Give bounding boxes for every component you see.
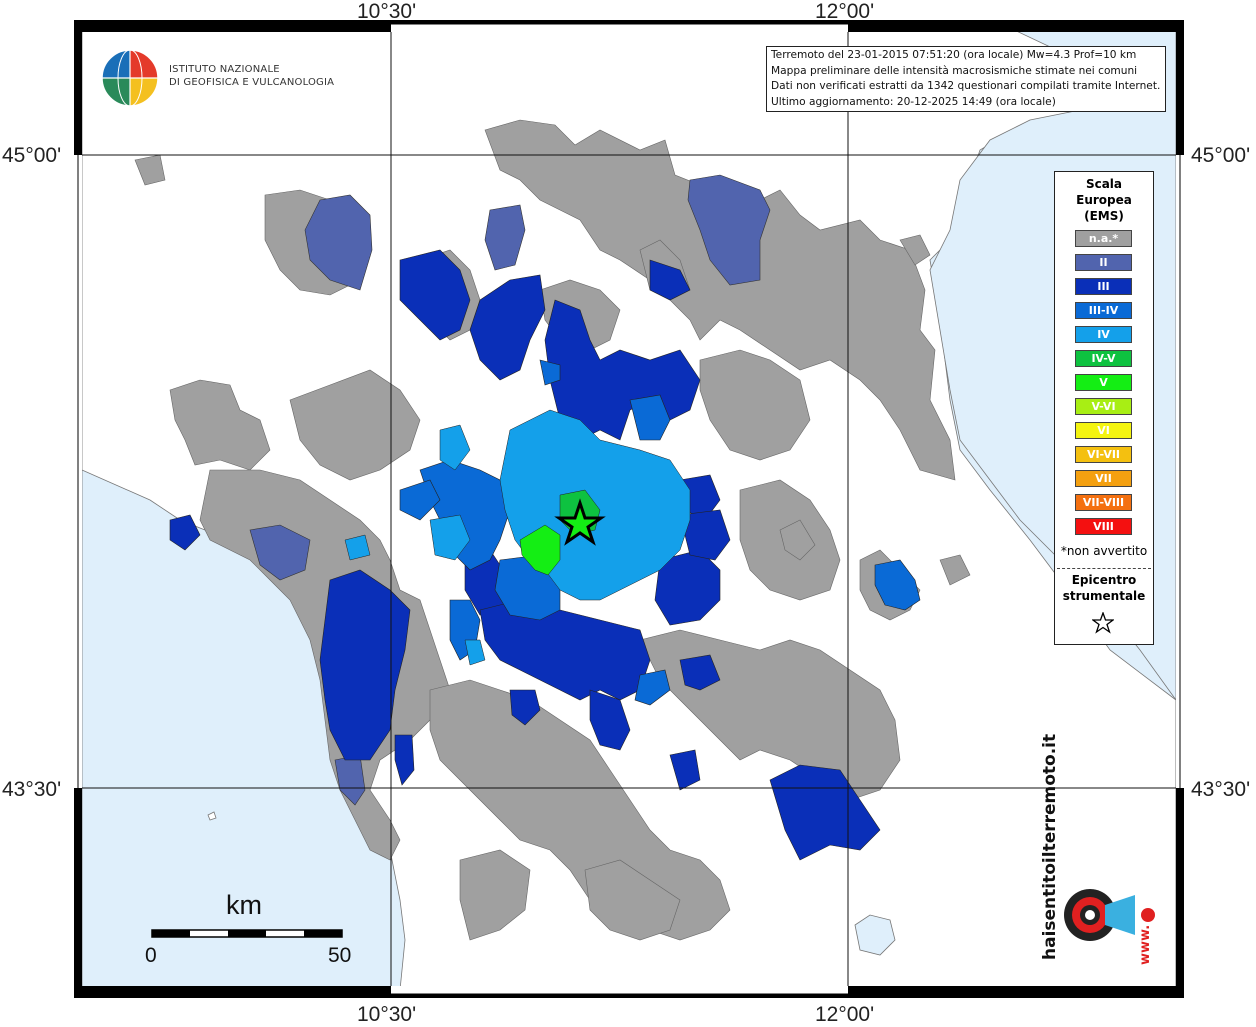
- event-info-line1: Terremoto del 23-01-2015 07:51:20 (ora l…: [771, 49, 1137, 61]
- lon-label-top-right: 12°00': [815, 0, 875, 23]
- legend-item: VII-VIII: [1075, 494, 1132, 511]
- ingv-logo-icon: [101, 49, 159, 107]
- legend-title-line3: (EMS): [1084, 209, 1124, 223]
- municipalities-ii: [249, 174, 771, 806]
- lon-label-bottom-left: 10°30': [357, 1003, 417, 1026]
- lat-label-right-upper: 45°00': [1191, 144, 1251, 167]
- legend-epi-line1: Epicentro: [1071, 573, 1137, 587]
- legend-item: V: [1075, 374, 1132, 391]
- event-info-box: Terremoto del 23-01-2015 07:51:20 (ora l…: [766, 46, 1166, 112]
- hsit-text: haisentitoilterremoto.it: [1040, 733, 1060, 960]
- lat-label-left-lower: 43°30': [2, 778, 62, 801]
- legend-separator: [1057, 568, 1151, 569]
- event-info-line2: Mappa preliminare delle intensità macros…: [771, 64, 1138, 77]
- lat-label-left-upper: 45°00': [2, 144, 62, 167]
- hsit-logo-text: haisentitoilterremoto.it: [1040, 734, 1060, 960]
- island: [207, 811, 217, 821]
- epicenter-star: [554, 498, 606, 546]
- legend-note: *non avvertito: [1060, 544, 1148, 558]
- ingv-logo-text: ISTITUTO NAZIONALE DI GEOFISICA E VULCAN…: [169, 63, 334, 89]
- graticule: [82, 28, 1176, 990]
- scale-min-label: 0: [145, 944, 157, 967]
- legend-item: VII: [1075, 470, 1132, 487]
- legend-item: III-IV: [1075, 302, 1132, 319]
- event-info-line3: Dati non verificati estratti da 1342 que…: [771, 80, 1161, 92]
- ingv-line1: ISTITUTO NAZIONALE: [169, 64, 280, 75]
- legend-item: n.a.*: [1075, 230, 1132, 247]
- legend-title: Scala Europea (EMS): [1055, 176, 1153, 224]
- legend-item: VI: [1075, 422, 1132, 439]
- event-info-line4: Ultimo aggiornamento: 20-12-2025 14:49 (…: [771, 95, 1056, 108]
- legend-title-line2: Europea: [1076, 193, 1132, 207]
- island: [854, 914, 896, 956]
- legend-item: VIII: [1075, 518, 1132, 535]
- municipalities-iii: [169, 249, 881, 861]
- legend-epi-line2: strumentale: [1062, 589, 1146, 603]
- ingv-line2: DI GEOFISICA E VULCANOLOGIA: [169, 77, 335, 88]
- scale-max-label: 50: [328, 944, 352, 967]
- scale-unit-label: km: [226, 890, 262, 920]
- legend-item: II: [1075, 254, 1132, 271]
- legend-item: VI-VII: [1075, 446, 1132, 463]
- legend-item: IV-V: [1075, 350, 1132, 367]
- legend-title-line1: Scala: [1085, 177, 1123, 191]
- lon-label-top-left: 10°30': [357, 0, 417, 23]
- legend-item: III: [1075, 278, 1132, 295]
- hsit-prefix: www.: [1138, 924, 1153, 965]
- legend-item: V-VI: [1075, 398, 1132, 415]
- legend-item: IV: [1075, 326, 1132, 343]
- map-frame: [74, 20, 1184, 998]
- legend-star-icon: [1092, 612, 1114, 634]
- legend-epicenter: Epicentro strumentale: [1055, 572, 1153, 604]
- lat-label-right-lower: 43°30': [1191, 778, 1251, 801]
- ems-legend: Scala Europea (EMS) n.a.* II III III-IV IV IV…: [1054, 171, 1154, 645]
- hsit-logo-icon: [1064, 889, 1155, 941]
- lon-label-bottom-right: 12°00': [815, 1003, 875, 1026]
- municipalities-iii-iv: [399, 359, 921, 706]
- municipality-v: [519, 524, 561, 576]
- scale-bar: [151, 929, 343, 938]
